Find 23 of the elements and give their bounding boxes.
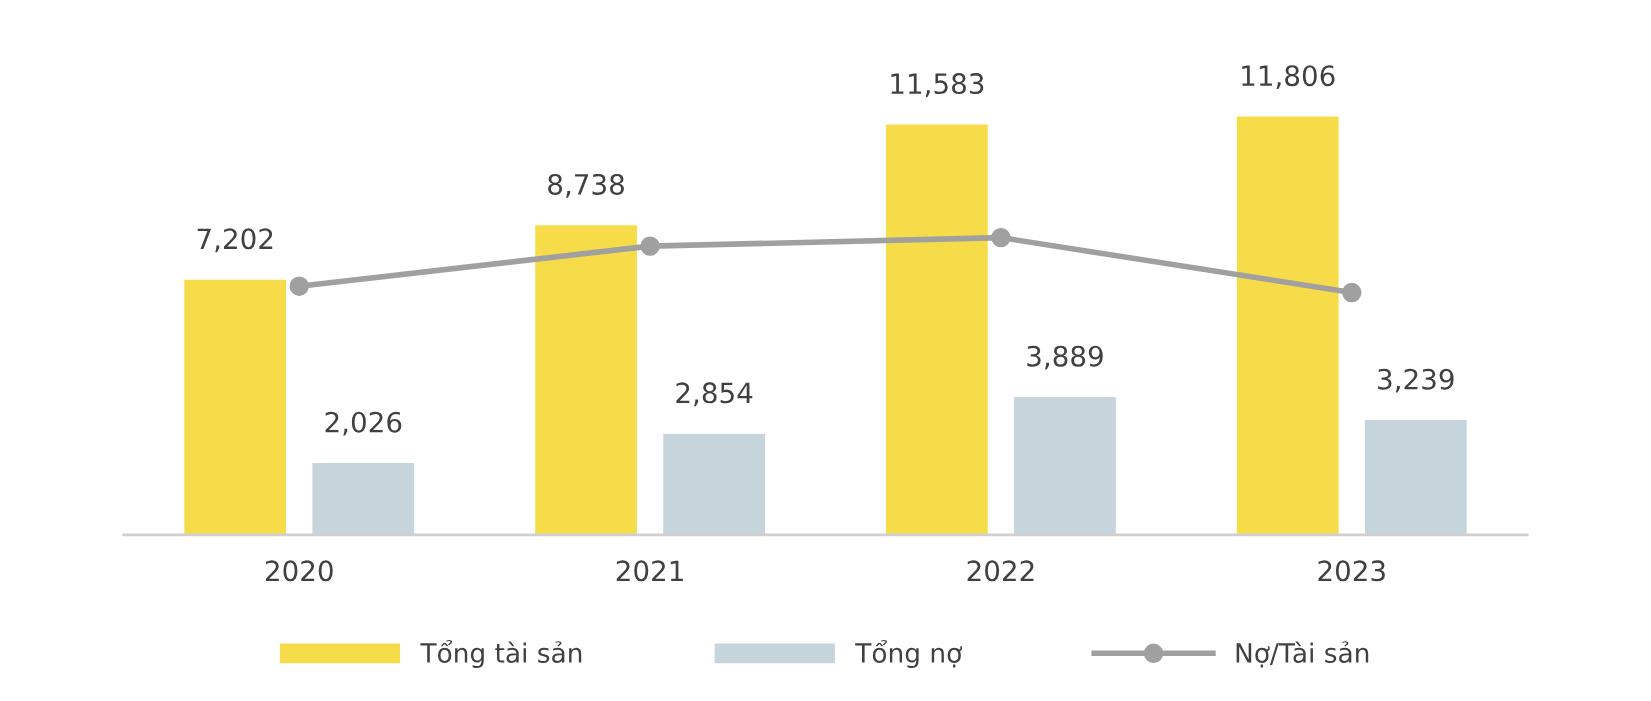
x-tick-label: 2020 <box>265 560 333 582</box>
x-tick-label: 2022 <box>967 560 1034 582</box>
point <box>1342 282 1362 303</box>
legend-label: Tổng tài sản <box>420 639 582 669</box>
bar <box>1236 116 1339 535</box>
data-label: 2,026 <box>325 411 402 436</box>
bar <box>184 279 287 535</box>
bar <box>535 225 637 535</box>
data-label: 3,239 <box>1378 368 1454 393</box>
data-label: 8,738 <box>548 173 624 198</box>
point <box>640 236 660 256</box>
legend-label: Nợ/Tài sản <box>1236 641 1369 668</box>
data-label: 2,854 <box>676 382 753 407</box>
data-label: 11,806 <box>1242 65 1335 90</box>
data-label: 3,889 <box>1027 345 1103 370</box>
legend-label: Tổng nợ <box>855 639 963 669</box>
bar <box>886 124 988 535</box>
data-label: 11,583 <box>891 73 984 97</box>
x-tick-label: 2021 <box>616 560 683 582</box>
x-tick-label: 2023 <box>1318 560 1385 582</box>
point <box>991 227 1011 248</box>
point <box>289 276 309 296</box>
data-label: 7,202 <box>197 228 273 253</box>
